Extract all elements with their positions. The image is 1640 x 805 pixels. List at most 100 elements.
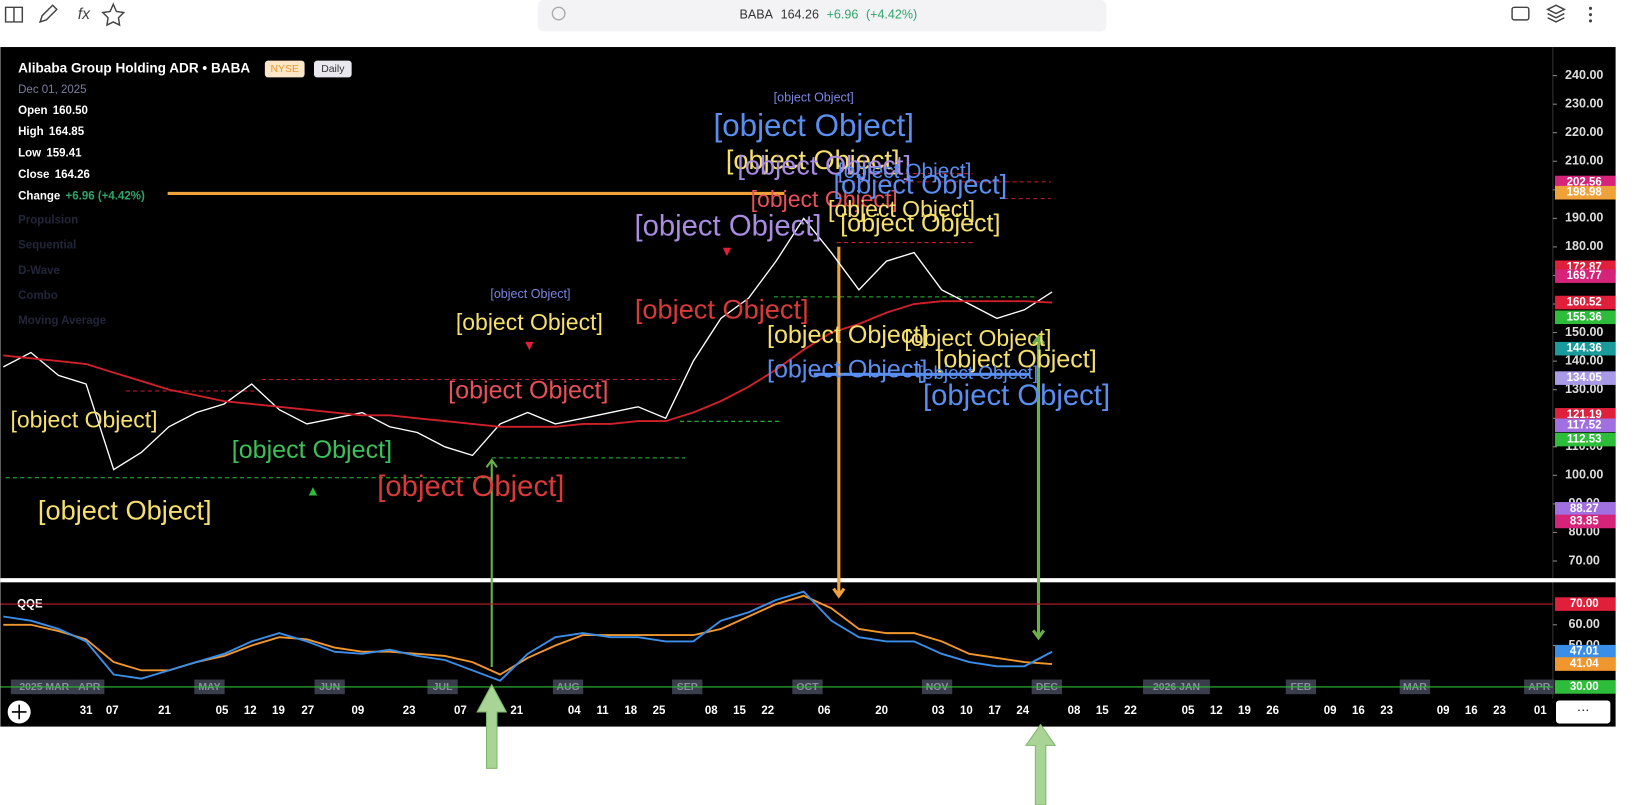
x-tick-label: 08: [1068, 705, 1081, 717]
annotation: [object Object]: [840, 209, 1000, 237]
indicator: Propulsion: [18, 215, 78, 227]
month-label: DEC: [1036, 682, 1058, 693]
x-tick-label: 07: [106, 705, 119, 717]
more-button[interactable]: [1556, 700, 1611, 724]
menu-dot[interactable]: [1588, 13, 1593, 17]
up-arrow: [1024, 723, 1057, 805]
x-tick-label: 22: [761, 705, 774, 717]
menu-dot[interactable]: [1588, 6, 1593, 10]
annotation: [object Object]: [828, 196, 975, 222]
x-tick-label: 23: [1493, 705, 1506, 717]
price-badge-label: 121.19: [1567, 409, 1602, 421]
price-badge-label: 112.53: [1567, 434, 1602, 446]
x-tick-label: 18: [624, 705, 637, 717]
price: 164.26: [781, 8, 819, 22]
price-badge: [1554, 185, 1616, 200]
x-tick-label: 05: [1182, 705, 1195, 717]
search-box[interactable]: [537, 0, 1107, 32]
field-value: 164.85: [49, 126, 85, 138]
y-tick-label: 60.00: [1569, 617, 1600, 631]
x-tick-label: 12: [244, 705, 257, 717]
x-tick-label: 01: [1534, 705, 1547, 717]
annotation: [object Object]: [923, 380, 1110, 412]
y-tick-label: 150.00: [1565, 325, 1603, 339]
star-icon[interactable]: [101, 2, 126, 27]
annotation: [object Object]: [767, 356, 927, 384]
move-icon: [11, 704, 27, 720]
x-tick-label: 23: [403, 705, 416, 717]
series-line: [3, 300, 1053, 428]
field: Low 159.41: [18, 148, 82, 160]
marker-arrow: [1031, 333, 1046, 641]
x-tick-label: 05: [216, 705, 229, 717]
indicator: D-Wave: [18, 265, 60, 277]
y-tick-label: 240.00: [1565, 68, 1603, 82]
change-pct: (+4.42%): [866, 8, 917, 22]
annotation: [object Object]: [635, 294, 809, 325]
series-line: [3, 590, 1053, 682]
layers-icon[interactable]: [1545, 4, 1567, 23]
x-tick-label: 15: [1096, 705, 1109, 717]
field-value: +6.96 (+4.42%): [66, 191, 145, 203]
annotation: [object Object]: [918, 362, 1038, 383]
annotation: [object Object]: [904, 325, 1051, 351]
fx-icon[interactable]: fx: [78, 6, 91, 23]
price-badge-label: 47.01: [1570, 646, 1599, 658]
annotation: [object Object]: [448, 377, 608, 405]
price-badge-label: 83.85: [1570, 515, 1599, 527]
x-tick-label: 26: [1266, 705, 1279, 717]
book-icon[interactable]: [4, 6, 24, 23]
x-tick-label: 20: [875, 705, 888, 717]
x-tick-label: 09: [1324, 705, 1337, 717]
month-label: NOV: [926, 682, 949, 693]
annotation: [object Object]: [634, 211, 821, 243]
price-badge: [1554, 310, 1616, 325]
marker-arrow: [485, 458, 498, 667]
y-tick-label: 190.00: [1565, 211, 1603, 225]
price-badge: [1554, 269, 1616, 283]
x-tick-label: 24: [1016, 705, 1029, 717]
annotation: [object Object]: [751, 186, 898, 212]
symbol-quote: BABA 164.26 +6.96 (+4.42%): [740, 8, 918, 22]
menu-dot[interactable]: [1588, 19, 1593, 23]
field-value: 159.41: [46, 148, 82, 160]
pane-separator: [0, 578, 1616, 583]
price-badge: [1554, 341, 1616, 356]
y-tick-label: 100.00: [1565, 468, 1603, 482]
indicator: Combo: [18, 290, 58, 302]
month-label: 2025 MAR: [19, 682, 69, 693]
price-badge-label: 202.56: [1567, 177, 1602, 189]
x-tick-label: 23: [1380, 705, 1393, 717]
annotation: [object Object]: [377, 471, 564, 503]
x-tick-label: 17: [988, 705, 1001, 717]
more-icon: ···: [1577, 703, 1590, 717]
month-label: JUL: [433, 682, 453, 693]
camera-icon[interactable]: [1511, 6, 1530, 21]
y-tick-label: 210.00: [1565, 154, 1603, 168]
price-badge-label: 134.05: [1567, 372, 1603, 384]
x-tick-label: 10: [960, 705, 973, 717]
indicator: Sequential: [18, 240, 76, 252]
x-tick-label: 09: [352, 705, 365, 717]
price-badge: [1554, 644, 1616, 659]
exchange-badge: [264, 60, 305, 78]
change: +6.96: [827, 8, 859, 22]
month-label: AUG: [556, 682, 579, 693]
pencil-icon[interactable]: [38, 4, 58, 24]
field: Open 160.50: [18, 105, 88, 117]
series-line: [2, 217, 1053, 471]
annotation: [object Object]: [232, 436, 392, 464]
field-label: Close: [18, 169, 49, 181]
price-badge: [1554, 432, 1616, 447]
x-tick-label: 09: [1437, 705, 1450, 717]
x-tick-label: 08: [705, 705, 718, 717]
price-badge-label: 144.36: [1567, 343, 1602, 355]
annotation: [object Object]: [737, 149, 911, 180]
x-tick-label: 31: [80, 705, 93, 717]
month-label: APR: [1528, 682, 1550, 693]
x-tick-label: 04: [568, 705, 581, 717]
search-icon: [551, 6, 566, 21]
y-tick-label: 140.00: [1565, 353, 1603, 367]
annotation: [object Object]: [726, 144, 900, 175]
